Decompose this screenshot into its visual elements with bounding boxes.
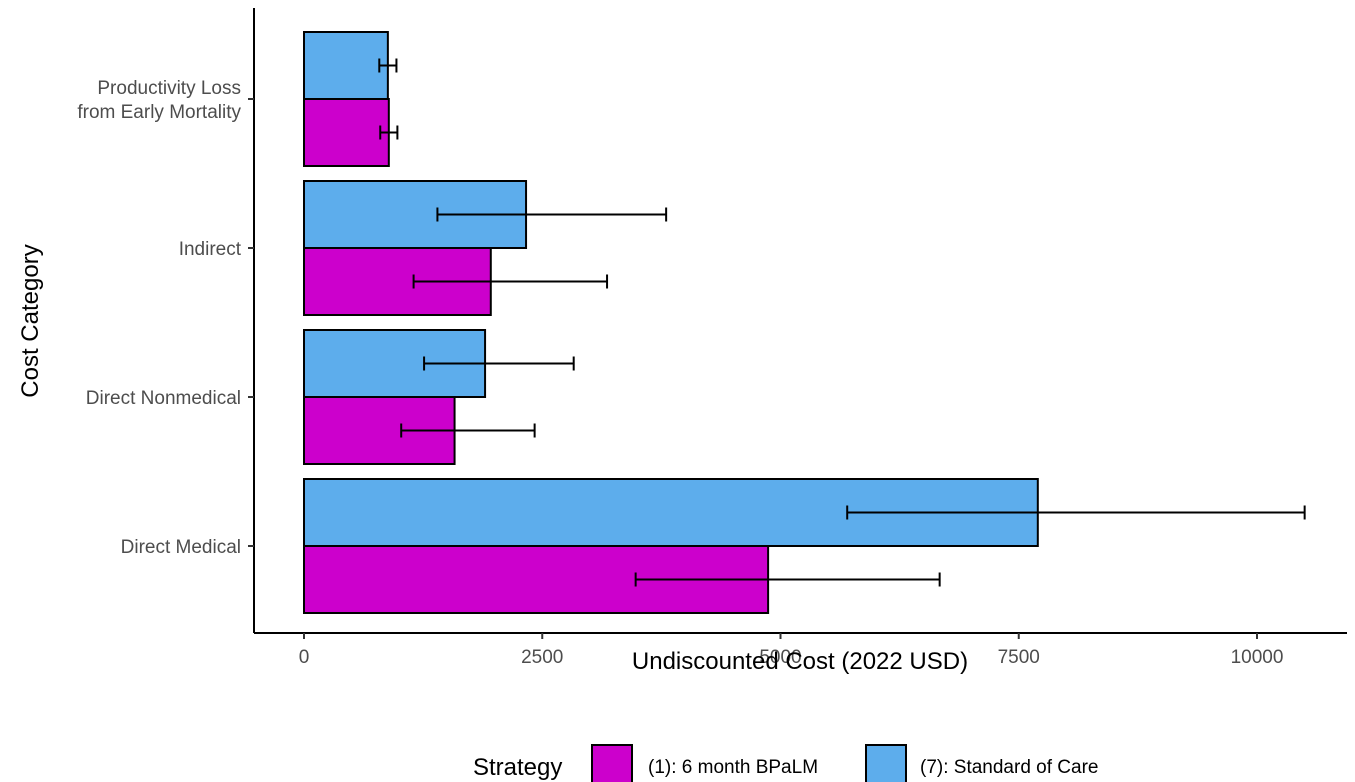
y-tick-label-line: Productivity Loss: [97, 78, 241, 99]
error-bar-productivity-loss-from-early-mortality-1-6-month-bpalm: [379, 125, 399, 140]
bar-productivity-loss-from-early-mortality-1-6-month-bpalm: [303, 98, 390, 167]
y-tick-label-line: Direct Nonmedical: [86, 388, 241, 409]
x-axis-ticks: 0 2500 5000 7500 10000: [299, 633, 1284, 668]
y-tick-label-productivity-loss-from-early-mortality: Productivity Loss from Early Mortality: [77, 78, 241, 123]
legend-items: (1): 6 month BPaLM (7): Standard of Care: [591, 744, 1098, 782]
y-tick-label-direct-nonmedical: Direct Nonmedical: [86, 388, 241, 409]
error-bars-layer: [378, 58, 1306, 587]
bars-layer: [303, 31, 1039, 614]
error-bar-productivity-loss-from-early-mortality-7-standard-of-care: [378, 58, 398, 73]
x-tick-label-7500: 7500: [998, 647, 1040, 668]
y-tick-label-direct-medical: Direct Medical: [121, 537, 241, 558]
error-bar-indirect-7-standard-of-care: [436, 207, 668, 222]
legend-label: (1): 6 month BPaLM: [648, 757, 818, 778]
y-axis-ticks: Productivity Loss from Early Mortality Ind…: [77, 78, 254, 558]
error-bar-direct-nonmedical-7-standard-of-care: [423, 356, 575, 371]
legend-item-7-standard-of-care: (7): Standard of Care: [865, 744, 1098, 782]
y-axis-title: Cost Category: [17, 244, 44, 397]
y-tick-label-line: Direct Medical: [121, 537, 241, 558]
y-tick-label-line: from Early Mortality: [77, 102, 241, 123]
legend: Strategy (1): 6 month BPaLM (7): Standard…: [473, 744, 1098, 782]
legend-label: (7): Standard of Care: [920, 757, 1098, 778]
y-tick-label-line: Indirect: [179, 239, 242, 260]
legend-item-1-6-month-bpalm: (1): 6 month BPaLM: [591, 744, 818, 782]
legend-key: [591, 744, 633, 782]
legend-key: [865, 744, 907, 782]
x-tick-label-2500: 2500: [521, 647, 563, 668]
y-tick-label-indirect: Indirect: [179, 239, 242, 260]
error-bar-direct-medical-1-6-month-bpalm: [634, 572, 941, 587]
x-tick-label-5000: 5000: [759, 647, 801, 668]
x-tick-label-0: 0: [299, 647, 310, 668]
error-bar-indirect-1-6-month-bpalm: [412, 274, 609, 289]
bar-productivity-loss-from-early-mortality-7-standard-of-care: [303, 31, 389, 100]
legend-title: Strategy: [473, 754, 562, 781]
x-tick-label-10000: 10000: [1231, 647, 1284, 668]
x-axis-title: Undiscounted Cost (2022 USD): [632, 648, 968, 675]
error-bar-direct-nonmedical-1-6-month-bpalm: [400, 423, 536, 438]
error-bar-direct-medical-7-standard-of-care: [846, 505, 1306, 520]
